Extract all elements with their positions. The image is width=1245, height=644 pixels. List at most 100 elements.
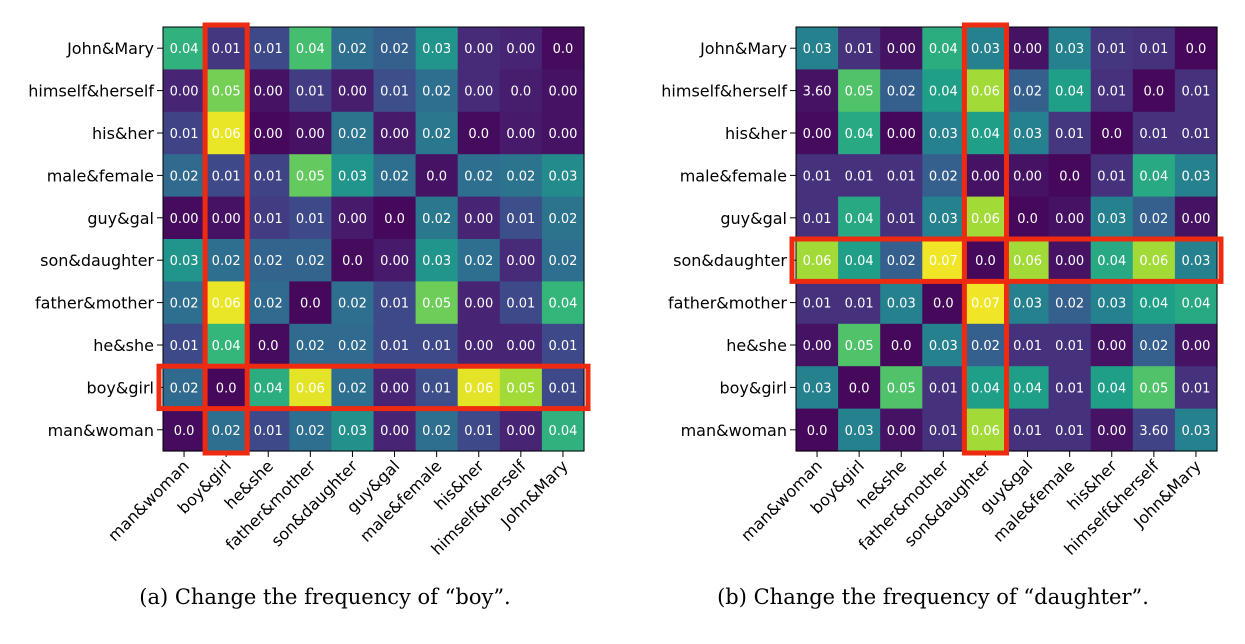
cell-label: 0.01	[212, 42, 241, 57]
heatmap-cell	[880, 239, 923, 282]
caption-a: (a) Change the frequency of “boy”.	[139, 585, 511, 609]
cell-label: 0.01	[380, 297, 409, 312]
heatmap-cell	[1090, 196, 1134, 240]
cell-label: 0.01	[845, 42, 874, 57]
cell-label: 0.06	[464, 381, 493, 396]
heatmap-cell	[922, 323, 965, 367]
heatmap-cell	[922, 239, 965, 282]
cell-label: 0.00	[338, 212, 367, 227]
cell-label: 0.04	[1013, 381, 1042, 396]
caption-b: (b) Change the frequency of “daughter”.	[717, 585, 1149, 609]
heatmap-cell	[289, 69, 332, 113]
cell-label: 0.01	[1181, 127, 1210, 142]
cell-label: 0.02	[380, 169, 409, 184]
heatmap-cell	[415, 281, 459, 325]
heatmap-cell	[457, 239, 501, 282]
cell-label: 0.04	[845, 127, 874, 142]
cell-label: 0.05	[212, 85, 241, 100]
heatmap-cell	[457, 196, 501, 240]
cell-label: 0.03	[929, 127, 958, 142]
cell-label: 0.00	[464, 42, 493, 57]
heatmap-cell	[1006, 281, 1050, 325]
cell-label: 0.02	[212, 254, 241, 269]
cell-label: 0.01	[1013, 339, 1042, 354]
cell-label: 0.0	[426, 169, 447, 184]
cell-label: 0.01	[929, 381, 958, 396]
cell-label: 0.04	[1139, 169, 1168, 184]
heatmap-cell	[838, 366, 881, 410]
heatmap-cell	[373, 111, 417, 155]
heatmap-cell	[880, 281, 923, 325]
cell-label: 0.02	[422, 85, 451, 100]
heatmap-cell	[289, 408, 332, 452]
heatmap-cell	[796, 111, 839, 155]
cell-label: 0.04	[548, 297, 577, 312]
cell-label: 0.03	[1013, 127, 1042, 142]
cell-label: 0.03	[1013, 297, 1042, 312]
cell-label: 0.0	[1059, 169, 1080, 184]
heatmap-cell	[1132, 196, 1176, 240]
cell-label: 0.02	[338, 381, 367, 396]
heatmap-cell	[1048, 281, 1092, 325]
heatmap-cell	[373, 27, 417, 70]
cell-label: 0.02	[548, 254, 577, 269]
heatmap-cell	[331, 323, 375, 367]
heatmap-cell	[373, 366, 417, 410]
cell-label: 0.06	[971, 424, 1000, 439]
heatmap-cell	[1132, 323, 1176, 367]
cell-label: 0.00	[380, 254, 409, 269]
cell-label: 0.05	[845, 85, 874, 100]
cell-label: 0.04	[548, 424, 577, 439]
cell-label: 0.00	[170, 212, 199, 227]
cell-label: 0.03	[1097, 212, 1126, 227]
heatmap-cell	[415, 239, 459, 282]
cell-label: 0.01	[887, 169, 916, 184]
heatmap-cell	[457, 408, 501, 452]
cell-label: 0.00	[464, 339, 493, 354]
cell-label: 0.00	[803, 127, 832, 142]
cell-label: 0.01	[1097, 169, 1126, 184]
heatmap-cell	[457, 281, 501, 325]
cell-label: 0.00	[1055, 212, 1084, 227]
heatmap-cell	[415, 27, 459, 70]
heatmap-cell	[289, 323, 332, 367]
cell-label: 0.00	[887, 42, 916, 57]
heatmap-cell	[796, 239, 839, 282]
cell-label: 0.03	[338, 169, 367, 184]
cell-label: 0.0	[933, 297, 954, 312]
heatmap-cell	[205, 239, 248, 282]
cell-label: 0.00	[1055, 254, 1084, 269]
heatmap-cell	[1174, 366, 1218, 410]
heatmap-cell	[205, 323, 248, 367]
heatmap-cell	[1006, 323, 1050, 367]
cell-label: 0.06	[971, 85, 1000, 100]
cell-label: 0.01	[1055, 424, 1084, 439]
cell-label: 0.01	[1097, 42, 1126, 57]
y-tick-label: son&daughter	[673, 251, 787, 270]
y-tick-label: boy&girl	[719, 378, 787, 397]
highlight-column	[202, 22, 250, 456]
cell-label: 0.00	[971, 169, 1000, 184]
cell-label: 0.01	[1097, 85, 1126, 100]
cell-label: 0.01	[1139, 42, 1168, 57]
cell-label: 0.03	[1181, 254, 1210, 269]
y-tick-label: his&her	[725, 124, 787, 143]
heatmap-cell	[922, 111, 965, 155]
cell-label: 0.04	[971, 127, 1000, 142]
cell-label: 0.0	[468, 127, 489, 142]
heatmap-cell	[457, 111, 501, 155]
heatmap-cell	[163, 111, 206, 155]
cell-label: 0.02	[170, 297, 199, 312]
heatmap-cell	[838, 154, 881, 198]
heatmap-cell	[247, 239, 290, 282]
cell-label: 0.03	[971, 42, 1000, 57]
heatmap-cell	[247, 111, 290, 155]
cell-label: 0.00	[380, 127, 409, 142]
heatmap-cell	[796, 366, 839, 410]
y-tick-label: son&daughter	[40, 251, 154, 270]
cell-label: 0.01	[1181, 85, 1210, 100]
heatmap-cell	[163, 69, 206, 113]
heatmap-cell	[964, 27, 1008, 70]
heatmap-cell	[331, 111, 375, 155]
